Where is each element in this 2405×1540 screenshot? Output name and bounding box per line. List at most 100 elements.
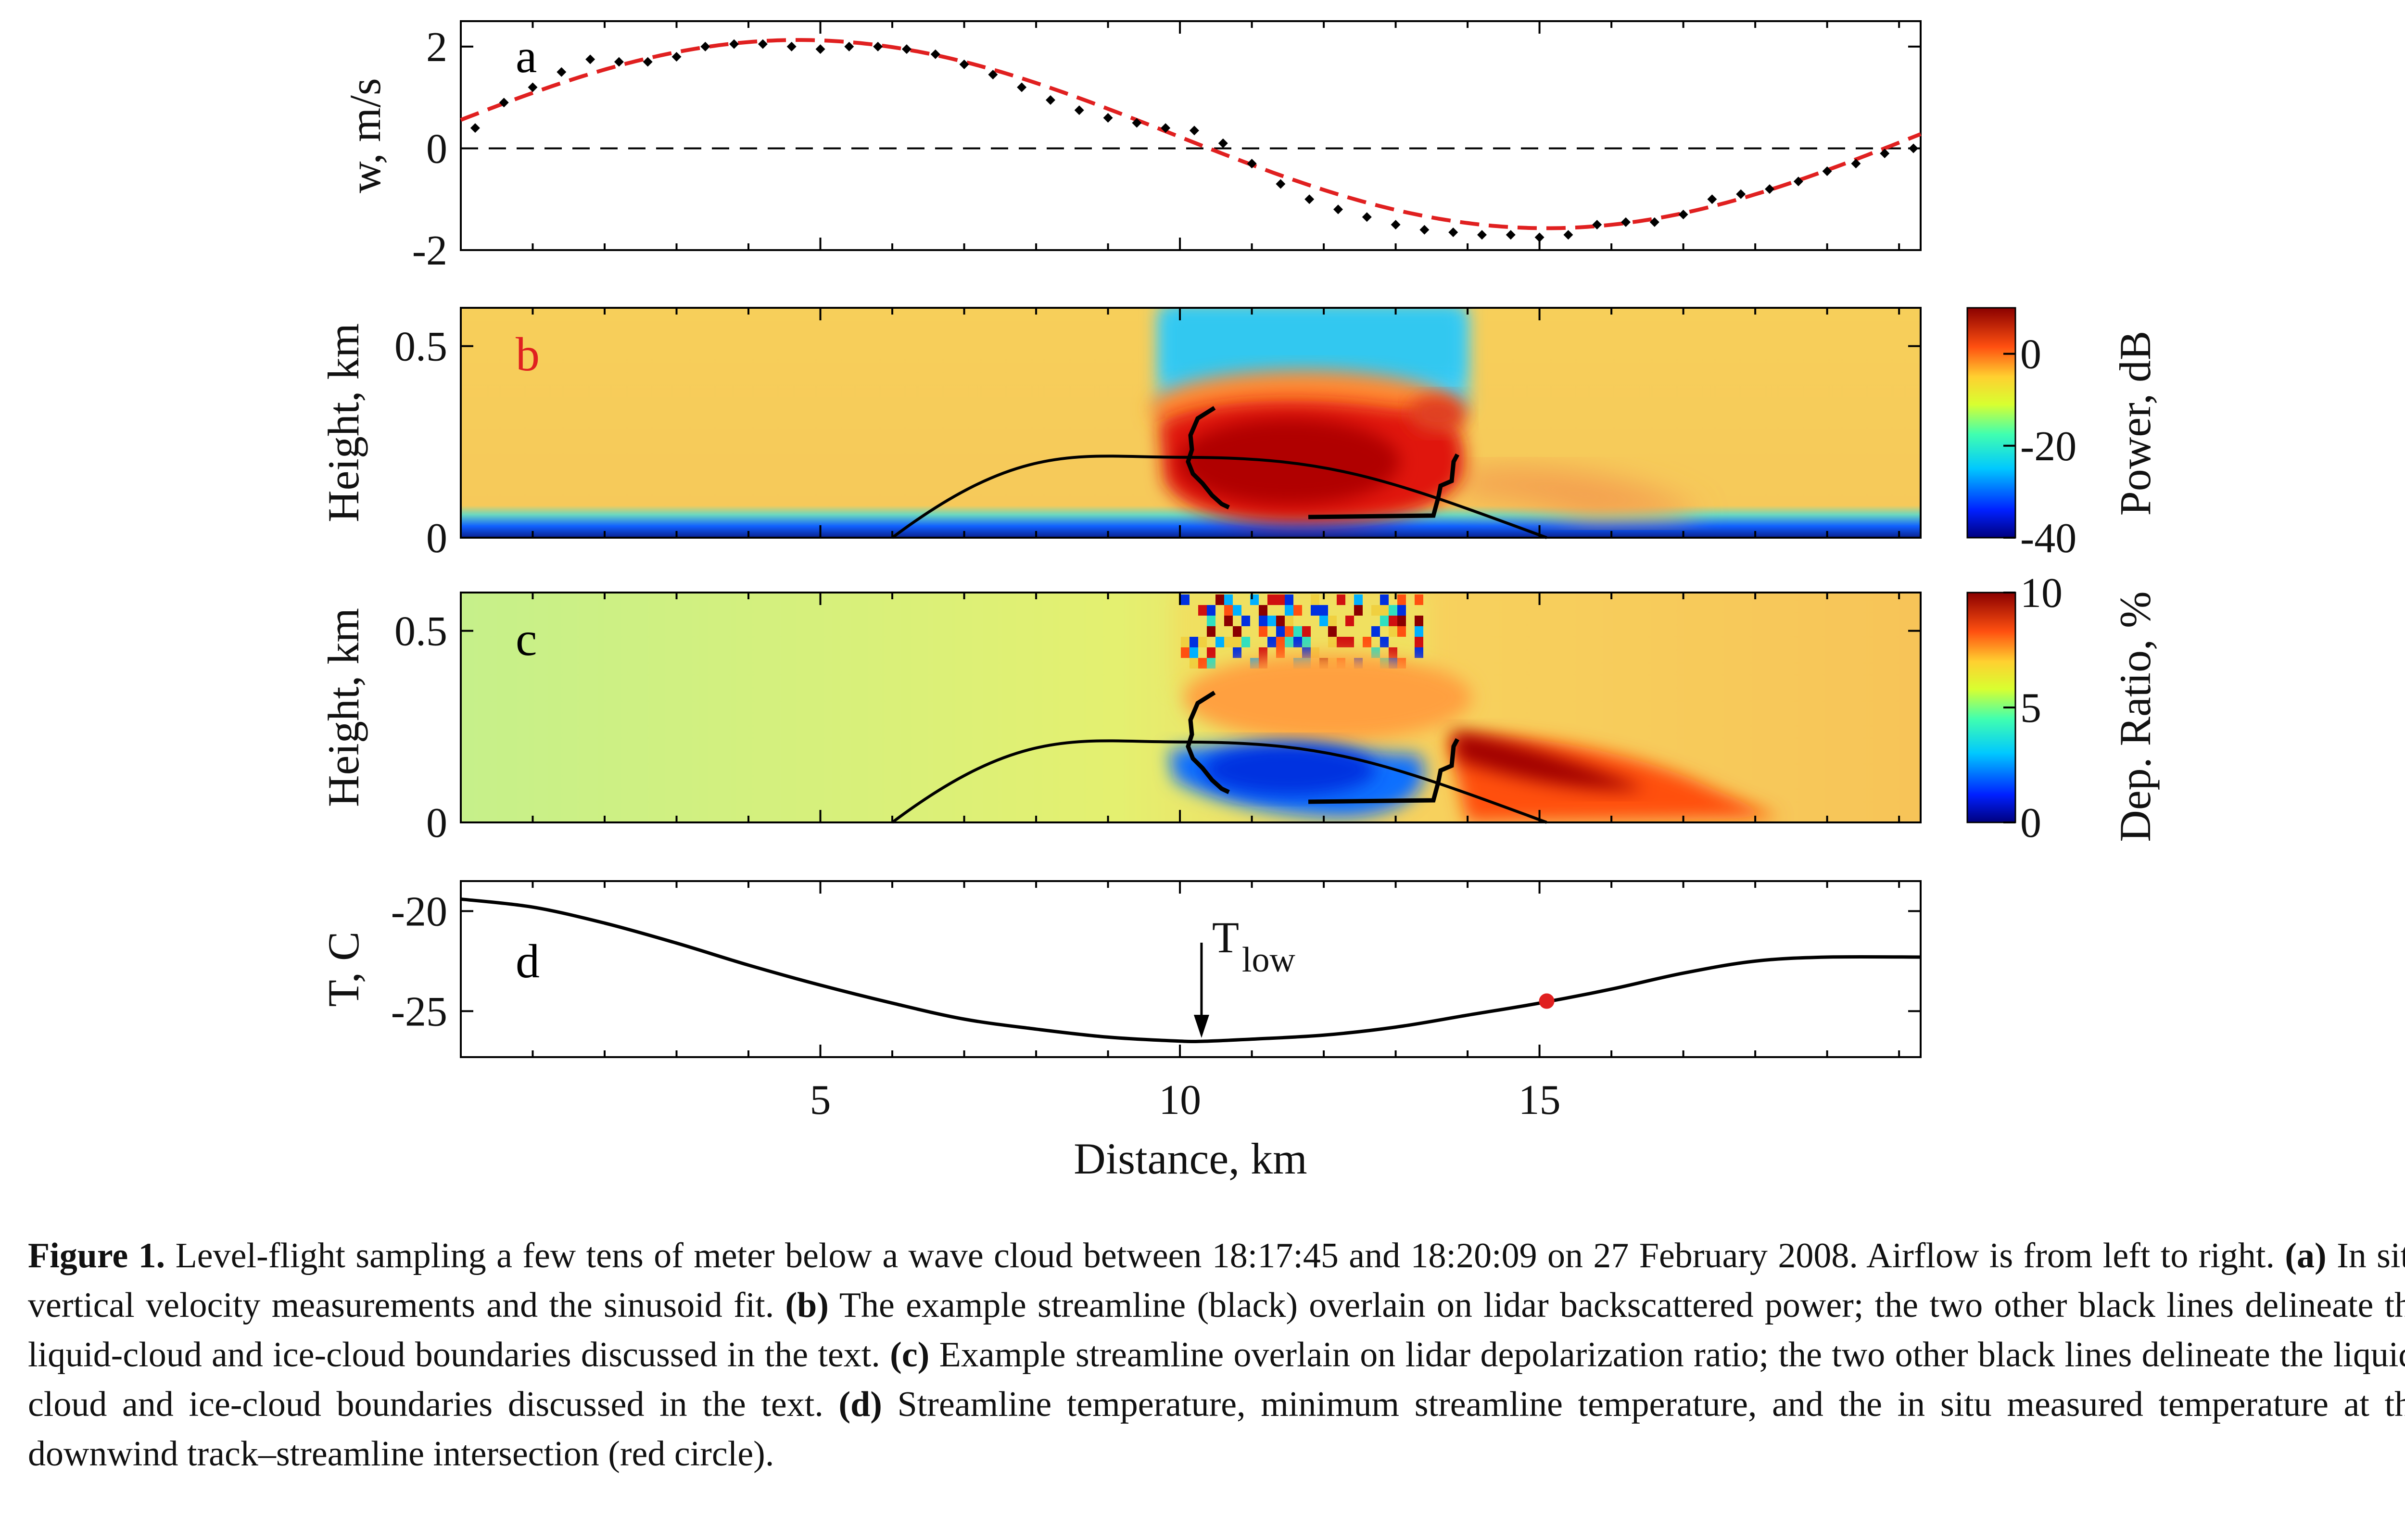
panel-d-measured-point bbox=[1539, 993, 1555, 1009]
panel-b-xticks bbox=[532, 308, 1900, 538]
caption-d-text: Streamline temperature, minimum streamli… bbox=[28, 1385, 2405, 1474]
panel-a-xticks bbox=[532, 21, 1900, 250]
panel-a: 2 0 -2 a w, m/s bbox=[341, 20, 1922, 274]
measurement-point bbox=[1189, 126, 1199, 136]
tlow-label: T bbox=[1212, 913, 1239, 962]
panel-c-colorbar-ticks: 10 5 0 bbox=[2003, 570, 2063, 846]
measurement-point bbox=[1161, 123, 1171, 133]
measurement-point bbox=[1448, 227, 1458, 237]
measurement-point bbox=[1707, 194, 1717, 204]
figure-canvas: 20-2 a w, m/s 0.50 b Height, km 0-20-40 … bbox=[319, 20, 2160, 1183]
panel-d-temperature-line bbox=[460, 897, 1921, 1043]
measurement-point bbox=[1074, 105, 1084, 115]
panel-d-yticks: -20 -25 bbox=[391, 888, 1921, 1035]
measurement-point bbox=[1736, 189, 1746, 199]
measurement-point bbox=[1822, 166, 1832, 177]
y-tick-label: 0 bbox=[426, 515, 447, 562]
measurement-point bbox=[844, 41, 854, 51]
measurement-point bbox=[1419, 225, 1430, 235]
panel-a-ylabel: w, m/s bbox=[341, 78, 390, 193]
measurement-point bbox=[1534, 232, 1544, 242]
y-tick-label: -25 bbox=[391, 988, 447, 1035]
measurement-point bbox=[1103, 113, 1113, 123]
colorbar-tick-label: -40 bbox=[2020, 515, 2076, 562]
tlow-subscript: low bbox=[1242, 940, 1296, 980]
caption-c-text: Example streamline overlain on lidar dep… bbox=[28, 1335, 2405, 1424]
panel-d-tlow-annotation: T low bbox=[1193, 913, 1296, 1038]
measurement-point bbox=[700, 41, 710, 51]
y-tick-label: 2 bbox=[426, 24, 447, 71]
panel-b-ylabel: Height, km bbox=[319, 323, 368, 522]
y-tick-label: -2 bbox=[412, 227, 447, 274]
caption-b-text: The example streamline (black) overlain … bbox=[28, 1286, 2405, 1375]
measurement-point bbox=[1132, 118, 1142, 128]
panel-b-ice-boundary bbox=[1308, 453, 1459, 519]
panel-c-ice-boundary bbox=[1308, 738, 1459, 804]
x-tick-label: 5 bbox=[810, 1077, 831, 1123]
measurement-point bbox=[1304, 194, 1315, 204]
colorbar-tick-label: 10 bbox=[2020, 570, 2063, 617]
measurement-point bbox=[1017, 82, 1027, 92]
measurement-point bbox=[671, 52, 682, 62]
caption-a-tag: (a) bbox=[2285, 1236, 2327, 1275]
y-tick-label: 0.5 bbox=[394, 608, 447, 655]
measurement-point bbox=[815, 44, 825, 54]
panel-d-xticks: 5 10 15 bbox=[532, 881, 1900, 1123]
measurement-point bbox=[470, 123, 480, 133]
measurement-point bbox=[901, 44, 911, 54]
measurement-point bbox=[1649, 217, 1659, 227]
sinusoid-fit-line bbox=[460, 38, 1922, 230]
panel-c-ylabel: Height, km bbox=[319, 608, 368, 807]
caption-label: Figure 1. bbox=[28, 1236, 165, 1275]
measurement-point bbox=[1362, 212, 1372, 222]
panel-d: -20 -25 5 10 15 T low d T, C Distance, km bbox=[319, 880, 1922, 1183]
panel-c-liquid-boundary bbox=[1186, 691, 1230, 795]
measurement-point bbox=[1793, 177, 1803, 187]
x-tick-label: 15 bbox=[1519, 1077, 1561, 1123]
measurement-point bbox=[1477, 230, 1487, 240]
y-tick-label: -20 bbox=[391, 888, 447, 935]
x-tick-label: 10 bbox=[1159, 1077, 1201, 1123]
measurement-point bbox=[1880, 149, 1890, 159]
panel-c-frame bbox=[460, 592, 1922, 823]
measurement-point bbox=[873, 41, 883, 51]
measurement-point bbox=[758, 39, 768, 49]
panel-c-heatmap bbox=[461, 593, 1921, 822]
panel-c-yticks: 0.50 bbox=[394, 608, 1921, 846]
panel-d-letter: d bbox=[516, 934, 540, 988]
measurement-point bbox=[1247, 159, 1257, 169]
measurement-point bbox=[1765, 184, 1775, 194]
panel-b-letter: b bbox=[516, 328, 540, 381]
panel-a-fit-curve bbox=[460, 38, 1922, 230]
panel-d-ylabel: T, C bbox=[319, 932, 368, 1007]
panel-a-yticks: 2 0 -2 bbox=[412, 24, 1921, 274]
measurement-point bbox=[988, 70, 998, 80]
measurement-point bbox=[1851, 159, 1861, 169]
panel-b-liquid-boundary bbox=[1186, 406, 1230, 510]
panel-c-xticks bbox=[532, 593, 1900, 822]
measurement-point bbox=[557, 67, 567, 77]
caption-a-text: In situ vertical velocity measurements a… bbox=[28, 1236, 2405, 1325]
colorbar-tick-label: 5 bbox=[2020, 685, 2041, 732]
measurement-point bbox=[1621, 217, 1631, 227]
figure-caption: Figure 1. Level-flight sampling a few te… bbox=[28, 1231, 2405, 1479]
colorbar-tick-label: -20 bbox=[2020, 423, 2076, 470]
panel-b-colorbar-ticks: 0 -20 -40 bbox=[2003, 331, 2076, 562]
panel-a-measurements bbox=[470, 39, 1919, 242]
panel-a-letter: a bbox=[516, 29, 537, 83]
panel-b-heatmap bbox=[461, 308, 1921, 538]
panel-b-colorbar-label: Power, dB bbox=[2111, 331, 2160, 516]
measurement-point bbox=[1333, 204, 1343, 215]
colorbar-tick-label: 0 bbox=[2020, 800, 2041, 846]
measurement-point bbox=[614, 57, 624, 67]
caption-intro: Level-flight sampling a few tens of mete… bbox=[175, 1236, 2275, 1275]
measurement-point bbox=[1563, 230, 1573, 240]
measurement-point bbox=[1218, 138, 1228, 148]
colorbar-tick-label: 0 bbox=[2020, 331, 2041, 378]
measurement-point bbox=[499, 98, 509, 108]
panel-c-colorbar-label: Dep. Ratio, % bbox=[2111, 591, 2160, 842]
measurement-point bbox=[1391, 220, 1401, 230]
measurement-point bbox=[643, 57, 653, 67]
y-tick-label: 0 bbox=[426, 126, 447, 172]
